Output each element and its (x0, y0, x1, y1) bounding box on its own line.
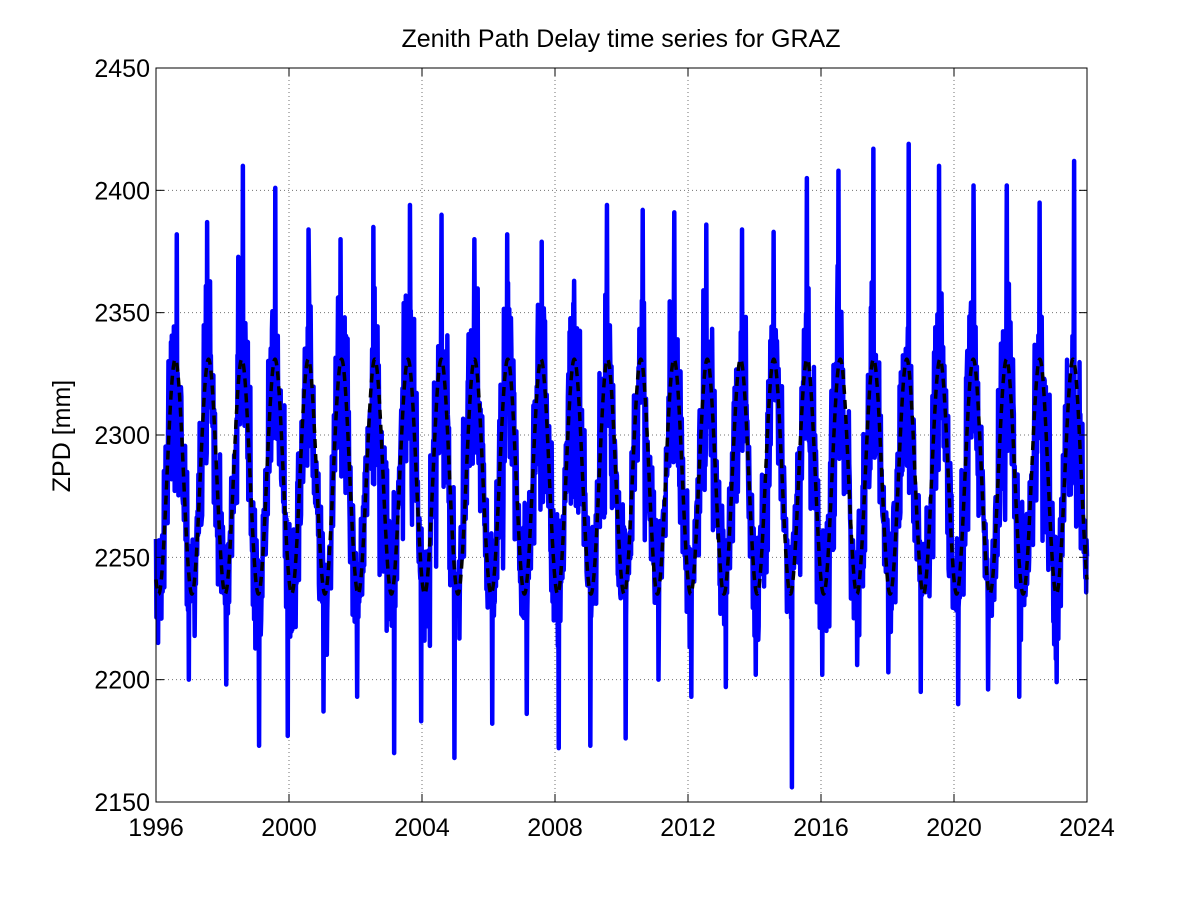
chart-title: Zenith Path Delay time series for GRAZ (401, 25, 840, 53)
y-tick-label: 2300 (94, 422, 150, 450)
axes: 1996 2000 2004 2008 2012 2016 2020 2024 2150 2200… (94, 55, 1115, 842)
y-tick-label: 2450 (94, 55, 150, 83)
x-tick-label: 2008 (527, 814, 583, 842)
x-tick-label: 2012 (660, 814, 716, 842)
axes-box (155, 67, 1088, 803)
y-tick-label: 2250 (94, 544, 150, 572)
y-axis-label: ZPD [mm] (48, 380, 76, 493)
plot-area (153, 141, 1090, 790)
x-tick-label: 2020 (926, 814, 982, 842)
x-tick-label: 2016 (793, 814, 849, 842)
y-tick-label: 2150 (94, 789, 150, 817)
x-tick-label: 1996 (128, 814, 184, 842)
y-tick-label: 2200 (94, 667, 150, 695)
x-tick-label: 2024 (1059, 814, 1115, 842)
x-tick-label: 2000 (261, 814, 317, 842)
y-tick-label: 2350 (94, 300, 150, 328)
x-tick-label: 2004 (394, 814, 450, 842)
y-tick-label: 2400 (94, 177, 150, 205)
